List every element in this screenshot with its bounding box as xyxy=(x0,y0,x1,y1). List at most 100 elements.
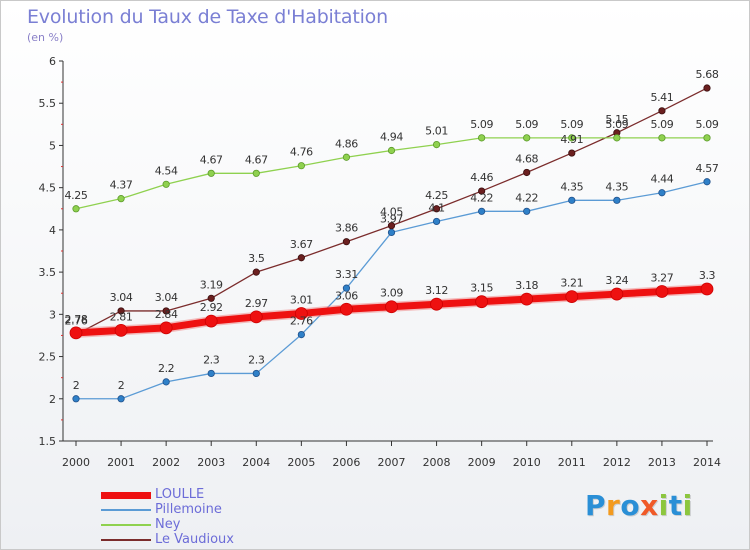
data-label-loulle: 3.24 xyxy=(605,274,628,287)
legend-swatch xyxy=(101,524,151,526)
data-point-loulle xyxy=(69,326,83,340)
x-tick-label: 2004 xyxy=(242,456,270,469)
data-label-pillemoine: 3.31 xyxy=(335,268,358,281)
data-point-loulle xyxy=(159,321,173,335)
data-label-loulle: 3.15 xyxy=(470,282,493,295)
data-point-loulle xyxy=(340,302,353,316)
data-point-ney xyxy=(387,146,396,155)
data-label-loulle: 3.09 xyxy=(380,287,403,300)
data-label-pillemoine: 4.1 xyxy=(428,201,444,214)
x-tick-label: 2013 xyxy=(648,456,676,469)
brand-logo: Proxiti xyxy=(585,489,693,522)
x-tick-label: 2007 xyxy=(378,456,406,469)
legend-swatch xyxy=(101,491,151,499)
x-tick-label: 2002 xyxy=(152,456,180,469)
data-label-loulle: 2.84 xyxy=(155,308,178,321)
data-label-le-vaudioux: 2.76 xyxy=(65,315,88,328)
data-label-loulle: 3.06 xyxy=(335,289,358,302)
data-point-le-vaudioux xyxy=(523,168,531,177)
data-label-ney: 5.09 xyxy=(605,118,628,131)
data-point-pillemoine xyxy=(252,369,260,378)
data-point-pillemoine xyxy=(658,189,666,197)
y-axis-label: (en %) xyxy=(27,31,64,44)
data-point-loulle xyxy=(565,290,579,304)
data-label-loulle: 2.92 xyxy=(200,301,223,314)
data-point-pillemoine xyxy=(117,395,125,403)
legend-label: Ney xyxy=(155,517,181,532)
data-point-pillemoine xyxy=(72,395,80,403)
data-point-loulle xyxy=(114,323,128,337)
data-label-loulle: 2.78 xyxy=(65,313,88,326)
data-label-pillemoine: 4.35 xyxy=(560,180,583,193)
data-label-loulle: 3.12 xyxy=(425,284,448,297)
data-point-ney xyxy=(478,134,486,142)
data-label-loulle: 3.21 xyxy=(560,277,583,290)
y-tick-label: 3 xyxy=(49,308,56,321)
data-label-ney: 5.09 xyxy=(470,118,493,131)
brand-letter: x xyxy=(640,489,659,522)
data-point-ney xyxy=(523,134,531,142)
brand-letter: P xyxy=(585,489,607,522)
data-label-ney: 4.67 xyxy=(245,153,268,166)
y-tick-label: 2.5 xyxy=(39,351,57,364)
data-point-le-vaudioux xyxy=(568,149,576,157)
y-tick-label: 6 xyxy=(49,55,56,68)
data-point-pillemoine xyxy=(568,196,576,204)
data-label-pillemoine: 4.44 xyxy=(650,173,673,186)
data-label-pillemoine: 4.22 xyxy=(470,191,493,204)
data-label-le-vaudioux: 3.04 xyxy=(110,291,133,304)
data-point-ney xyxy=(207,169,215,177)
data-label-pillemoine: 2.76 xyxy=(290,315,313,328)
brand-letter: i xyxy=(682,489,693,522)
data-point-ney xyxy=(162,180,170,188)
data-label-le-vaudioux: 3.67 xyxy=(290,238,313,251)
data-point-pillemoine xyxy=(478,207,486,215)
data-label-pillemoine: 4.22 xyxy=(515,191,538,204)
data-label-loulle: 3.27 xyxy=(650,272,673,285)
x-tick-label: 2006 xyxy=(332,456,360,469)
data-point-loulle xyxy=(655,285,669,298)
y-tick-label: 1.5 xyxy=(39,435,57,448)
brand-letter: r xyxy=(606,489,621,522)
y-tick-label: 4 xyxy=(49,224,56,237)
data-point-le-vaudioux xyxy=(162,307,170,315)
x-tick-label: 2011 xyxy=(558,456,586,469)
data-point-pillemoine xyxy=(523,207,531,215)
data-point-pillemoine xyxy=(432,217,441,226)
data-label-le-vaudioux: 3.5 xyxy=(248,252,265,265)
data-point-le-vaudioux xyxy=(207,294,215,302)
data-label-le-vaudioux: 4.05 xyxy=(380,206,403,219)
legend-label: LOULLE xyxy=(155,487,205,502)
data-label-le-vaudioux: 5.68 xyxy=(696,68,719,81)
y-tick-label: 5.5 xyxy=(39,97,57,110)
data-label-ney: 5.09 xyxy=(560,118,583,131)
data-label-le-vaudioux: 3.86 xyxy=(335,222,358,235)
data-point-pillemoine xyxy=(342,284,351,292)
y-tick-label: 4.5 xyxy=(39,182,57,195)
data-point-le-vaudioux xyxy=(703,84,711,92)
data-point-ney xyxy=(703,134,711,142)
x-tick-label: 2014 xyxy=(693,456,721,469)
data-label-ney: 5.09 xyxy=(696,118,719,131)
data-point-loulle xyxy=(610,287,624,301)
data-point-loulle xyxy=(700,282,714,296)
data-label-loulle: 3.01 xyxy=(290,293,313,306)
data-label-le-vaudioux: 4.68 xyxy=(515,152,538,165)
data-point-pillemoine xyxy=(297,330,305,339)
x-tick-label: 2000 xyxy=(62,456,90,469)
data-point-loulle xyxy=(385,300,398,314)
data-label-pillemoine: 2.3 xyxy=(203,353,220,366)
data-label-le-vaudioux: 5.41 xyxy=(650,91,673,104)
data-point-pillemoine xyxy=(387,228,396,237)
data-point-ney xyxy=(658,134,666,142)
data-label-le-vaudioux: 4.25 xyxy=(425,189,448,202)
y-tick-label: 3.5 xyxy=(39,266,57,279)
data-point-ney xyxy=(342,153,351,161)
data-point-loulle xyxy=(249,310,263,324)
data-label-pillemoine: 2.3 xyxy=(248,353,265,366)
data-label-pillemoine: 4.35 xyxy=(605,180,628,193)
data-point-le-vaudioux xyxy=(478,187,486,195)
data-label-ney: 4.94 xyxy=(380,131,403,144)
data-point-le-vaudioux xyxy=(432,205,441,213)
